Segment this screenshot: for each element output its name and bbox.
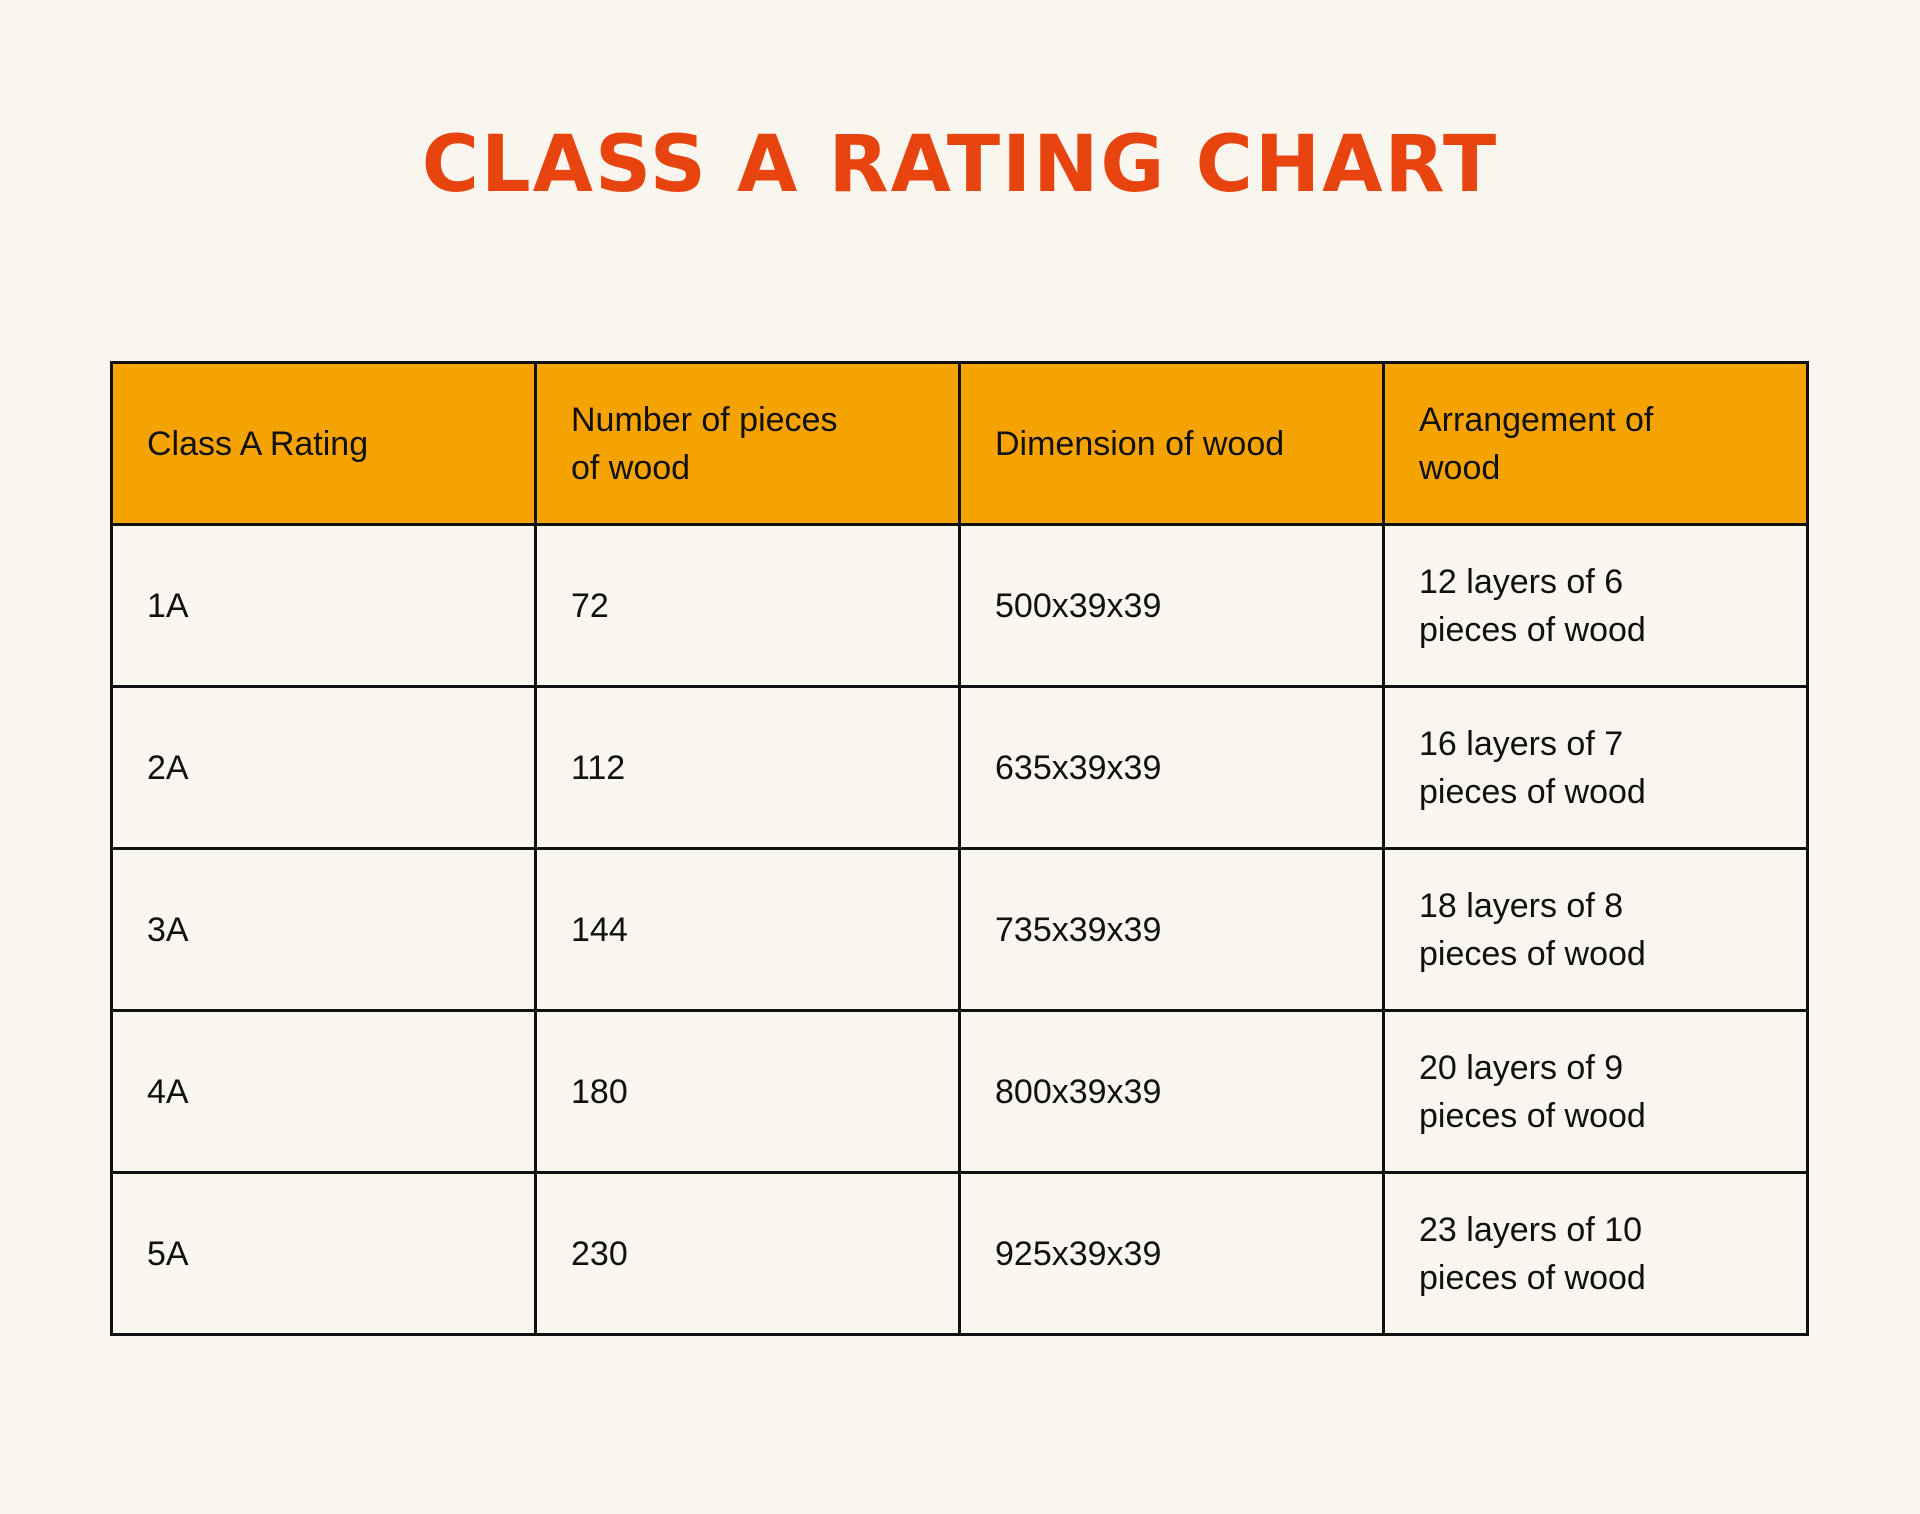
table-cell: 2A <box>110 685 537 850</box>
table-cell: 5A <box>110 1171 537 1336</box>
table-cell-text: 18 layers of 8 pieces of wood <box>1419 886 1646 973</box>
table-cell: 3A <box>110 847 537 1012</box>
table-cell-text: 112 <box>571 748 626 787</box>
table-cell-text: 72 <box>571 586 609 625</box>
table-cell-text: 500x39x39 <box>995 586 1162 625</box>
table-cell-text: 925x39x39 <box>995 1234 1162 1273</box>
header-cell-text: Class A Rating <box>147 424 369 463</box>
table-cell: 925x39x39 <box>958 1171 1385 1336</box>
header-row: Class A Rating Number of pieces of wood Di… <box>110 361 1809 526</box>
table-cell-text: 20 layers of 9 pieces of wood <box>1419 1048 1646 1135</box>
table-cell-text: 4A <box>147 1072 189 1111</box>
table-cell: 800x39x39 <box>958 1009 1385 1174</box>
table-cell-text: 735x39x39 <box>995 910 1162 949</box>
table-cell: 4A <box>110 1009 537 1174</box>
header-cell: Arrangement of wood <box>1382 361 1809 526</box>
table-body: 1A 72 500x39x39 12 layers of 6 pieces of wo… <box>110 523 1809 1336</box>
table-cell: 635x39x39 <box>958 685 1385 850</box>
table-cell: 500x39x39 <box>958 523 1385 688</box>
table-cell: 72 <box>534 523 961 688</box>
header-cell: Class A Rating <box>110 361 537 526</box>
header-cell-text: Arrangement of wood <box>1419 400 1654 487</box>
table-cell-text: 5A <box>147 1234 189 1273</box>
table-row: 4A 180 800x39x39 20 layers of 9 pieces of w… <box>110 1009 1809 1174</box>
table-row: 3A 144 735x39x39 18 layers of 8 pieces of w… <box>110 847 1809 1012</box>
table-cell: 20 layers of 9 pieces of wood <box>1382 1009 1809 1174</box>
table-cell-text: 16 layers of 7 pieces of wood <box>1419 724 1646 811</box>
table-cell-text: 144 <box>571 910 628 949</box>
table-cell-text: 635x39x39 <box>995 748 1162 787</box>
table-cell-text: 1A <box>147 586 189 625</box>
table-cell-text: 23 layers of 10 pieces of wood <box>1419 1210 1646 1297</box>
table-cell-text: 230 <box>571 1234 628 1273</box>
header-cell: Number of pieces of wood <box>534 361 961 526</box>
header-cell-text: Dimension of wood <box>995 424 1285 463</box>
header-cell-text: Number of pieces of wood <box>571 400 838 487</box>
table-cell: 180 <box>534 1009 961 1174</box>
table-cell: 144 <box>534 847 961 1012</box>
table-cell: 16 layers of 7 pieces of wood <box>1382 685 1809 850</box>
table-row: 1A 72 500x39x39 12 layers of 6 pieces of wo… <box>110 523 1809 688</box>
table-cell-text: 800x39x39 <box>995 1072 1162 1111</box>
table-cell: 23 layers of 10 pieces of wood <box>1382 1171 1809 1336</box>
table-cell: 1A <box>110 523 537 688</box>
table-cell: 12 layers of 6 pieces of wood <box>1382 523 1809 688</box>
table-cell-text: 2A <box>147 748 189 787</box>
table-cell-text: 180 <box>571 1072 628 1111</box>
table-cell: 112 <box>534 685 961 850</box>
table-cell: 230 <box>534 1171 961 1336</box>
table-cell: 735x39x39 <box>958 847 1385 1012</box>
table-row: 5A 230 925x39x39 23 layers of 10 pieces of … <box>110 1171 1809 1336</box>
title: CLASS A RATING CHART <box>421 120 1499 210</box>
table-cell-text: 3A <box>147 910 189 949</box>
table-row: 2A 112 635x39x39 16 layers of 7 pieces of w… <box>110 685 1809 850</box>
header-cell: Dimension of wood <box>958 361 1385 526</box>
rating-table: Class A Rating Number of pieces of wood Di… <box>110 361 1809 1336</box>
table-cell-text: 12 layers of 6 pieces of wood <box>1419 562 1646 649</box>
table-cell: 18 layers of 8 pieces of wood <box>1382 847 1809 1012</box>
